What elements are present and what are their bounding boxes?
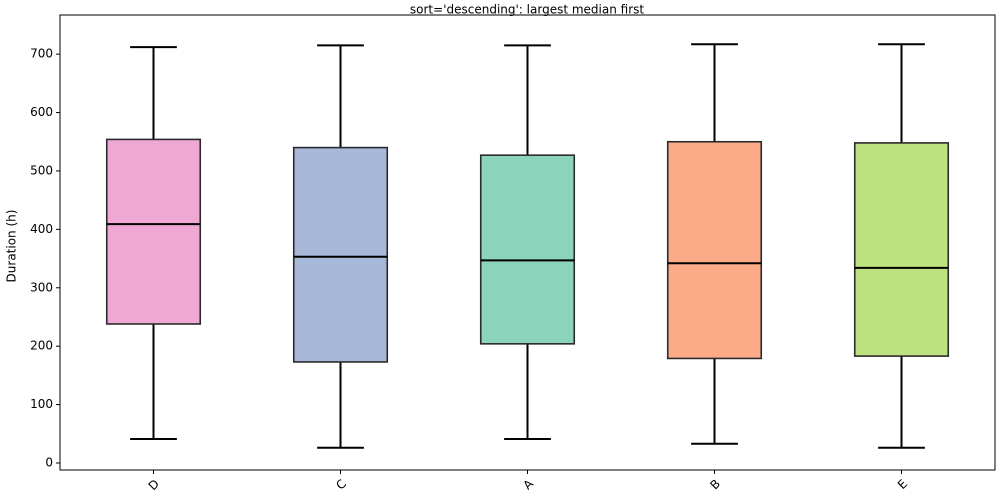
box bbox=[105, 138, 202, 325]
box bbox=[666, 140, 763, 360]
box bbox=[292, 146, 389, 363]
y-tick-label: 700 bbox=[30, 47, 53, 61]
y-axis-label: Duration (h) bbox=[5, 210, 19, 283]
y-tick-label: 0 bbox=[45, 455, 53, 469]
box bbox=[479, 154, 576, 345]
y-tick-label: 300 bbox=[30, 280, 53, 294]
y-tick-label: 500 bbox=[30, 163, 53, 177]
y-tick-label: 600 bbox=[30, 105, 53, 119]
chart-title: sort='descending': largest median first bbox=[410, 3, 644, 17]
y-tick-label: 100 bbox=[30, 397, 53, 411]
y-tick-label: 200 bbox=[30, 339, 53, 353]
box bbox=[853, 142, 950, 357]
y-tick-label: 400 bbox=[30, 222, 53, 236]
